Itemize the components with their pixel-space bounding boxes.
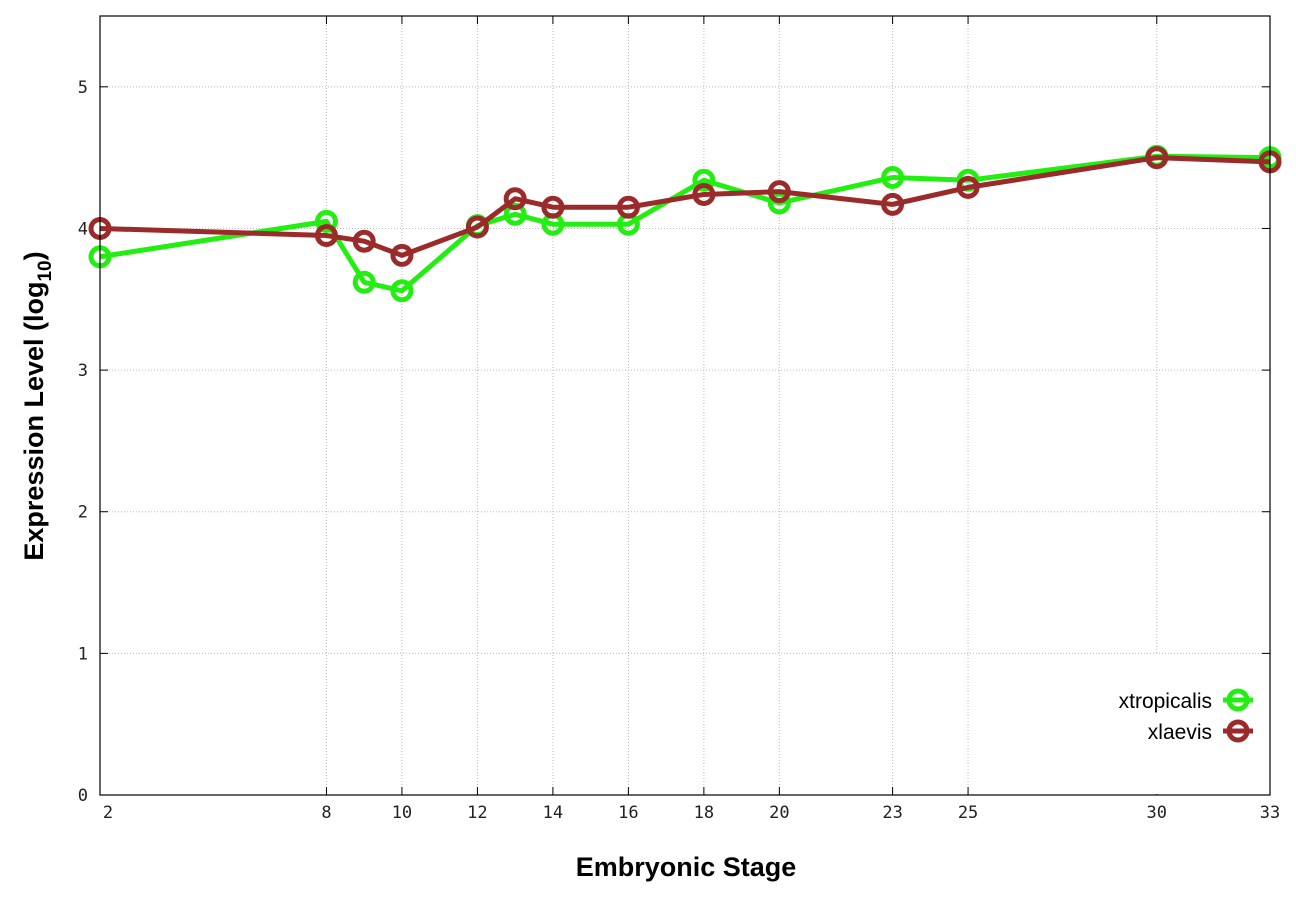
- data-point-xlaevis: [390, 243, 414, 267]
- data-point-xlaevis: [956, 175, 980, 199]
- data-point-xlaevis: [503, 187, 527, 211]
- legend: xtropicalis xlaevis: [1119, 688, 1253, 744]
- x-tick-label: 10: [392, 803, 412, 823]
- x-tick-label: 14: [543, 803, 563, 823]
- data-point-xlaevis: [465, 215, 489, 239]
- x-tick-label: 8: [321, 803, 331, 823]
- x-tick-label: 33: [1260, 803, 1280, 823]
- series-layer: [88, 144, 1282, 303]
- plot-frame: [99, 15, 1271, 796]
- legend-marker-xlaevis: [1226, 719, 1250, 743]
- data-point-xlaevis: [692, 182, 716, 206]
- data-point-xlaevis: [314, 224, 338, 248]
- y-tick-label: 1: [78, 644, 88, 664]
- x-tick-label: 23: [882, 803, 902, 823]
- x-tick-label: 30: [1147, 803, 1167, 823]
- x-tick-label: 2: [103, 803, 113, 823]
- y-axis-label: Expression Level (log10): [19, 251, 56, 560]
- data-point-xtropicalis: [390, 279, 414, 303]
- y-tick-label: 3: [78, 361, 88, 381]
- series-line-xtropicalis: [99, 153, 1271, 294]
- data-point-xlaevis: [881, 192, 905, 216]
- data-point-xlaevis: [1145, 146, 1169, 170]
- data-point-xlaevis: [616, 195, 640, 219]
- legend-marker-xtropicalis: [1226, 688, 1250, 712]
- x-tick-label: 18: [694, 803, 714, 823]
- y-tick-label: 4: [78, 219, 88, 239]
- x-tick-label: 25: [958, 803, 978, 823]
- data-point-xtropicalis: [352, 270, 376, 294]
- data-point-xlaevis: [541, 195, 565, 219]
- data-point-xtropicalis: [314, 209, 338, 233]
- x-tick-label: 16: [618, 803, 638, 823]
- legend-label-xlaevis: xlaevis: [1148, 721, 1212, 744]
- x-tick-label: 12: [467, 803, 487, 823]
- series-line-xlaevis: [99, 155, 1271, 258]
- y-tick-label: 2: [78, 503, 88, 523]
- x-axis-label: Embryonic Stage: [576, 852, 797, 882]
- data-point-xlaevis: [767, 180, 791, 204]
- y-tick-label: 5: [78, 78, 88, 98]
- x-tick-label: 20: [769, 803, 789, 823]
- data-point-xtropicalis: [692, 168, 716, 192]
- data-point-xtropicalis: [881, 165, 905, 189]
- data-point-xlaevis: [352, 229, 376, 253]
- y-tick-label: 0: [78, 786, 88, 806]
- legend-label-xtropicalis: xtropicalis: [1119, 690, 1212, 713]
